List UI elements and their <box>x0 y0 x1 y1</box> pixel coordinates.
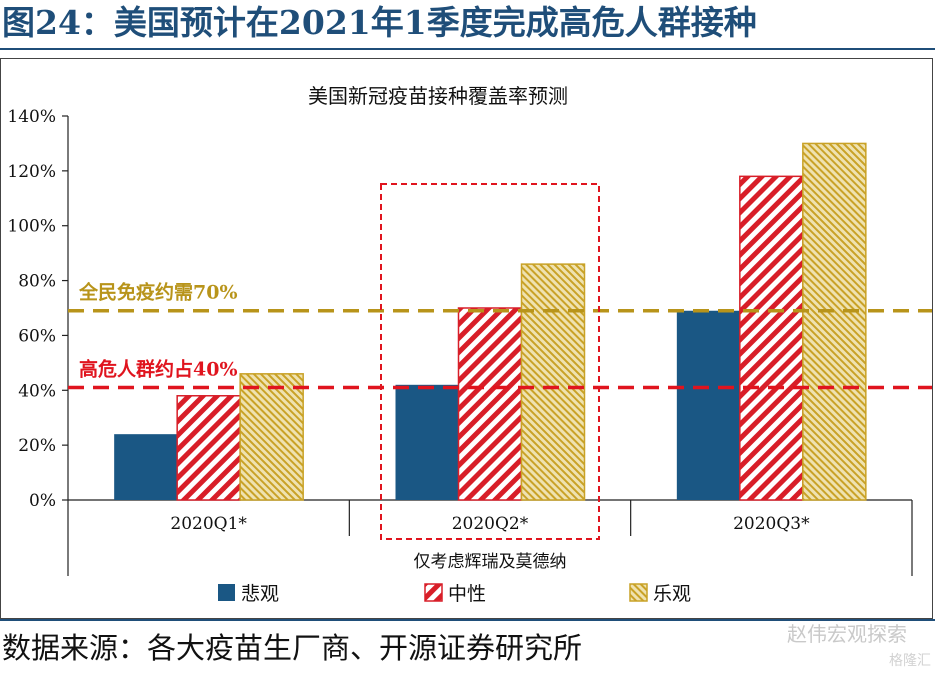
y-tick-label: 60% <box>18 326 56 346</box>
x-axis-note: 仅考虑辉瑞及莫德纳 <box>414 552 567 572</box>
x-tick-label: 2020Q2* <box>452 514 529 534</box>
chart-container: 美国新冠疫苗接种覆盖率预测 0% 20% 40% 60% 80% 100% 120% 140%… <box>0 58 933 619</box>
legend-label: 中性 <box>448 583 486 605</box>
reference-line-label: 高危人群约占40% <box>79 358 238 381</box>
legend-label: 乐观 <box>653 583 691 605</box>
y-tick-label: 0% <box>29 491 56 511</box>
highlight-box <box>380 183 600 540</box>
bar-neutral <box>176 395 241 501</box>
bar-pessimistic <box>676 310 740 500</box>
bar-optimistic <box>802 142 867 501</box>
chart-svg: 美国新冠疫苗接种覆盖率预测 0% 20% 40% 60% 80% 100% 120% 140%… <box>0 58 933 619</box>
title-rule <box>0 48 935 50</box>
bar-pessimistic <box>395 384 459 500</box>
legend-swatch-pessimistic <box>218 584 235 601</box>
bar-optimistic <box>520 263 586 501</box>
y-tick-label: 80% <box>18 272 56 292</box>
y-tick-label: 120% <box>7 162 56 182</box>
chart-frame <box>0 58 933 619</box>
watermark-sub: 格隆汇 <box>889 653 931 669</box>
x-tick-label: 2020Q3* <box>733 514 810 534</box>
bar-pessimistic <box>114 434 178 500</box>
x-tick-label: 2020Q1* <box>170 514 247 534</box>
legend-swatch-neutral <box>424 583 443 602</box>
legend-swatch-optimistic <box>629 583 648 602</box>
bar-neutral <box>457 307 523 501</box>
y-tick-label: 140% <box>7 107 56 127</box>
bar-optimistic <box>239 373 304 501</box>
source-rule <box>0 619 935 621</box>
figure-title: 图24：美国预计在2021年1季度完成高危人群接种 <box>2 3 757 42</box>
chart-title: 美国新冠疫苗接种覆盖率预测 <box>308 84 568 108</box>
reference-line-label: 全民免疫约需70% <box>78 281 238 304</box>
watermark: 赵伟宏观探索 <box>787 622 907 646</box>
y-tick-label: 20% <box>18 436 56 456</box>
legend-label: 悲观 <box>241 583 279 605</box>
bar-neutral <box>739 175 804 501</box>
y-tick-label: 100% <box>7 217 56 237</box>
source-note: 数据来源：各大疫苗生厂商、开源证券研究所 <box>2 631 583 665</box>
y-tick-label: 40% <box>18 381 56 401</box>
